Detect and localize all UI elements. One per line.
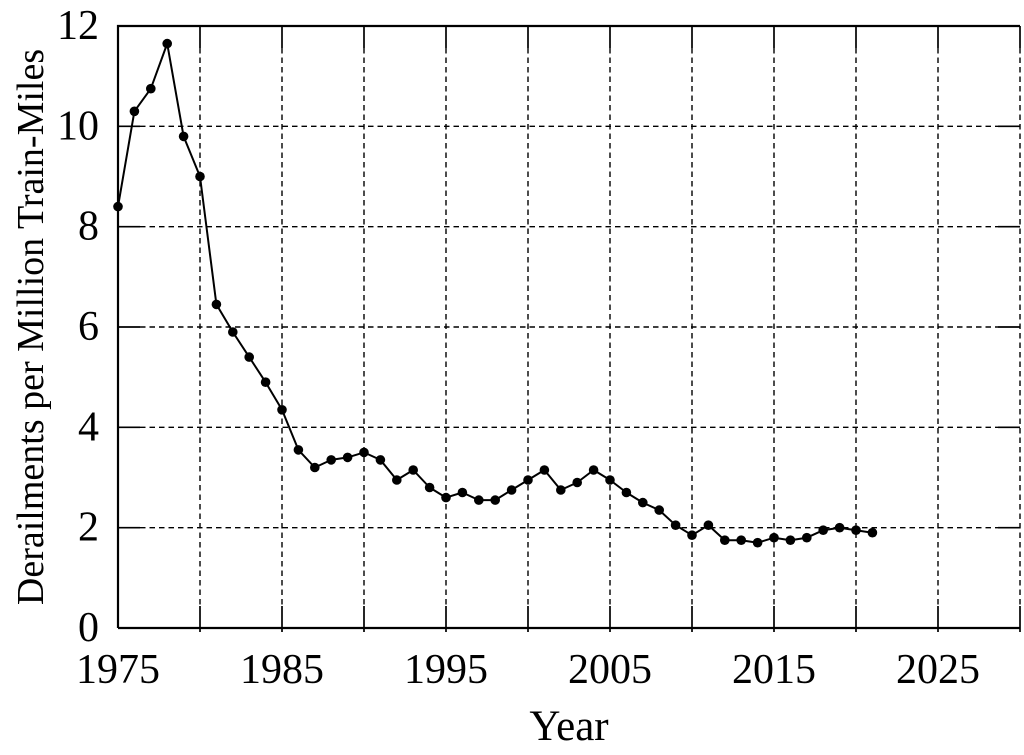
data-point	[441, 492, 451, 503]
data-point	[720, 535, 730, 545]
data-point	[113, 201, 123, 212]
data-point	[506, 485, 517, 495]
data-point	[293, 445, 304, 455]
data-point	[359, 447, 369, 458]
data-point	[752, 537, 763, 548]
x-tick-label: 1985	[240, 647, 324, 693]
data-point	[539, 465, 550, 475]
plot-frame	[116, 24, 1020, 630]
data-point	[736, 535, 746, 545]
data-point	[867, 527, 878, 538]
data-point	[457, 487, 468, 498]
y-tick-label: 2	[78, 505, 99, 551]
data-point	[178, 131, 189, 142]
data-point	[162, 38, 172, 49]
data-point	[490, 495, 501, 505]
data-point	[474, 495, 484, 505]
data-point	[556, 485, 566, 495]
y-tick-label: 12	[57, 3, 99, 49]
data-point	[670, 520, 681, 530]
data-series	[113, 38, 878, 548]
data-point	[195, 171, 205, 182]
data-point	[638, 497, 648, 508]
x-tick-label: 1995	[404, 647, 488, 693]
data-point	[375, 455, 386, 465]
data-point	[703, 520, 714, 530]
frame-layer	[116, 24, 1020, 630]
tick-labels: 1975 1985 1995 2005 2015 2025 0 2 4 6 8 10 12	[57, 3, 980, 693]
grid-layer	[118, 26, 1021, 632]
series-line	[117, 42, 873, 544]
data-point	[408, 465, 419, 475]
x-tick-label: 2005	[568, 647, 652, 693]
data-point	[621, 487, 632, 498]
data-point	[392, 475, 402, 485]
data-point	[129, 106, 140, 117]
y-tick-label: 8	[78, 204, 99, 250]
y-tick-label: 6	[78, 304, 99, 350]
data-point	[588, 465, 599, 475]
data-point	[146, 83, 156, 94]
data-point	[818, 525, 828, 535]
data-point	[244, 352, 254, 362]
x-axis-title: Year	[529, 703, 608, 750]
data-point	[654, 505, 664, 515]
data-point	[605, 475, 615, 485]
x-tick-label: 2015	[732, 647, 816, 693]
data-point	[326, 455, 337, 465]
data-point	[211, 299, 222, 310]
data-point	[572, 477, 582, 488]
x-tick-label: 2025	[896, 647, 980, 693]
x-tick-label: 1975	[76, 647, 160, 693]
data-point	[310, 462, 320, 473]
data-point	[851, 525, 861, 535]
data-point	[785, 535, 796, 545]
data-point	[424, 482, 435, 493]
data-point	[802, 532, 812, 543]
data-point	[260, 377, 271, 388]
y-tick-label: 10	[57, 103, 99, 149]
data-point	[342, 452, 353, 463]
y-tick-label: 0	[78, 605, 99, 651]
y-axis-title: Derailments per Million Train-Miles	[10, 49, 52, 605]
data-point	[277, 405, 287, 415]
data-point	[228, 327, 238, 337]
data-point	[769, 532, 779, 543]
data-point	[834, 522, 845, 533]
data-point	[523, 475, 533, 485]
data-point	[687, 530, 697, 540]
y-tick-label: 4	[78, 404, 99, 450]
